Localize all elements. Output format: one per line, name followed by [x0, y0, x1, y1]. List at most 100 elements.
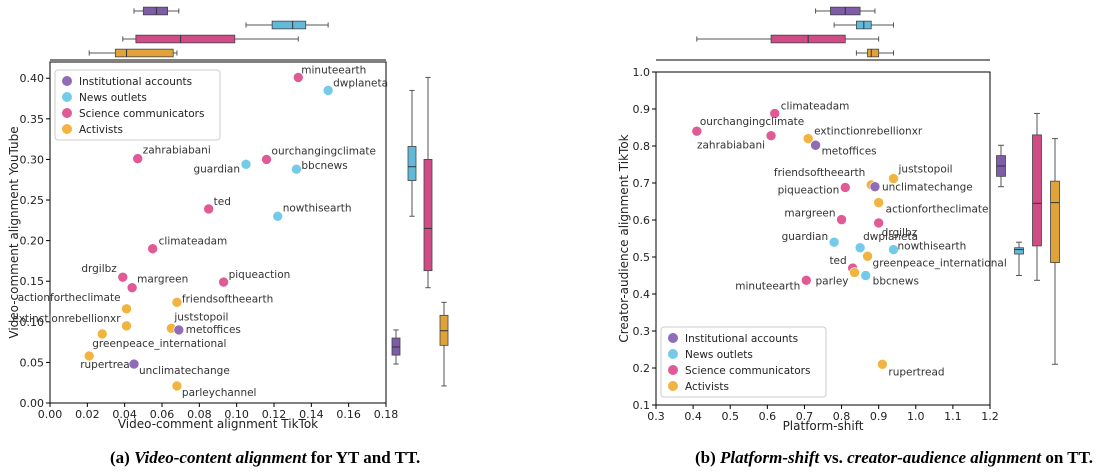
right-boxplot-activists [1050, 138, 1060, 365]
x-tick-label: 0.06 [150, 408, 175, 421]
point-climateadam [147, 243, 158, 255]
x-axis-label: Platform-shift [783, 419, 864, 433]
point-climateadam [769, 108, 781, 119]
point-piqueaction [218, 276, 229, 288]
x-tick-label: 0.18 [374, 408, 399, 421]
point-ourchangingclimate [691, 125, 703, 137]
y-tick-label: 0.35 [20, 113, 45, 126]
legend-swatch-activists [62, 124, 72, 134]
point-label-climateadam: climateadam [159, 236, 228, 248]
y-tick-label: 1.0 [633, 66, 651, 79]
y-tick-label: 0.40 [20, 72, 45, 85]
right-boxplot-science-communicators [1032, 112, 1042, 281]
box [423, 159, 433, 272]
caption-a: (a) Video-content alignment for YT and T… [110, 448, 420, 468]
y-tick-label: 0.15 [20, 275, 45, 288]
legend-entry-news-outlets: News outlets [79, 92, 147, 104]
chart-panel-b: 0.3 0.4 0.5 0.6 0.7 0.8 0.9 1.0 1.1 1.2 0.1 0.2 0.3 0… [617, 6, 1060, 433]
point-metoffices [173, 324, 185, 336]
legend-entry-institutional-accounts: Institutional accounts [79, 76, 192, 88]
point-label-dwplaneta: dwplaneta [863, 231, 918, 243]
point-label-minuteearth: minuteearth [301, 64, 366, 76]
point-greenpeace-international [96, 328, 108, 340]
figure-canvas: 0.00 0.02 0.04 0.06 0.08 0.10 0.12 0.14 0.16 0.18… [7, 6, 1060, 433]
right-boxplot-news-outlets [407, 89, 417, 217]
point-actionfortheclimate [873, 197, 884, 208]
point-zahrabiabani [765, 130, 777, 141]
box [407, 146, 417, 181]
point-label-nowthisearth: nowthisearth [898, 241, 967, 253]
legend: Institutional accounts News outlets Scienc… [54, 69, 221, 141]
caption-b-mid: vs. [819, 448, 848, 467]
point-label-ted: ted [829, 255, 846, 267]
legend-swatch-institutional-accounts [62, 76, 72, 86]
top-boxplot-institutional-accounts [815, 6, 876, 16]
caption-a-suffix: for YT and TT. [306, 448, 421, 467]
legend-entry-news-outlets: News outlets [685, 349, 753, 361]
point-unclimatechange [128, 358, 140, 370]
y-tick-label: 0.4 [633, 288, 651, 301]
box [271, 20, 307, 30]
point-rupertread [877, 358, 888, 370]
point-piqueaction [839, 182, 851, 193]
point-nowthisearth [888, 244, 899, 255]
y-tick-label: 0.10 [20, 316, 45, 329]
point-label-drgilbz: drgilbz [882, 227, 918, 239]
top-boxplot-news-outlets [245, 20, 329, 30]
top-boxplot-science-communicators [122, 34, 299, 44]
point-label-rupertread: rupertread [888, 366, 944, 378]
point-friendsoftheearth [171, 297, 183, 308]
point-ourchangingclimate [261, 154, 272, 165]
x-tick-label: 0.08 [187, 408, 212, 421]
box [135, 34, 236, 44]
y-tick-label: 0.5 [633, 251, 651, 264]
point-label-parleychannel: parleychannel [182, 387, 257, 399]
point-label-zahrabiabani: zahrabiabani [697, 140, 765, 152]
legend-swatch-science-communicators [62, 108, 72, 118]
box [1032, 134, 1042, 247]
x-tick-label: 0.5 [721, 410, 739, 423]
point-label-greenpeace-international: greenpeace_international [873, 257, 1007, 269]
point-label-margreen: margreen [784, 208, 835, 220]
x-tick-label: 1.2 [981, 410, 999, 423]
point-label-actionfortheclimate: actionfortheclimate [886, 204, 989, 216]
legend-entry-science-communicators: Science communicators [685, 365, 810, 377]
point-label-friendsoftheearth: friendsoftheearth [774, 167, 865, 179]
point-label-parley: parley [816, 276, 849, 288]
x-tick-label: 0.02 [75, 408, 100, 421]
point-label-dwplaneta: dwplaneta [333, 77, 388, 89]
point-label-ted: ted [214, 196, 231, 208]
caption-a-prefix: (a) [110, 448, 135, 467]
point-rupertread [83, 350, 95, 362]
point-metoffices [810, 139, 821, 151]
point-drgilbz [117, 271, 129, 283]
point-zahrabiabani [132, 153, 144, 164]
x-axis-label: Video-comment alignment TikTok [118, 417, 318, 431]
point-label-juststopoil: juststopoil [173, 311, 228, 323]
y-axis-label: Video-comment alignment YouTube [7, 126, 21, 338]
point-greenpeace-international [862, 250, 873, 262]
point-nowthisearth [272, 210, 284, 222]
point-label-extinctionrebellionxr: extinctionrebellionxr [814, 126, 923, 138]
box [114, 48, 174, 58]
point-minuteearth [800, 275, 812, 286]
x-tick-label: 0.14 [299, 408, 324, 421]
top-boxplot-science-communicators [696, 34, 880, 44]
y-tick-label: 0.7 [633, 177, 651, 190]
y-tick-label: 0.2 [633, 362, 651, 375]
point-label-extinctionrebellionxr: extinctionrebellionxr [12, 313, 121, 325]
box [1014, 247, 1024, 255]
caption-b-italic-2: creator-audience alignment [847, 448, 1042, 467]
legend-entry-science-communicators: Science communicators [79, 108, 204, 120]
point-label-guardian: guardian [193, 163, 240, 175]
point-label-guardian: guardian [782, 231, 829, 243]
y-tick-label: 0.30 [20, 153, 45, 166]
y-axis-label: Creator-audience alignment TikTok [617, 134, 631, 342]
box [867, 48, 880, 58]
x-tick-label: 0.6 [759, 410, 777, 423]
right-boxplot-activists [439, 301, 449, 387]
y-tick-label: 0.6 [633, 214, 651, 227]
y-tick-label: 0.25 [20, 194, 45, 207]
chart-panel-a: 0.00 0.02 0.04 0.06 0.08 0.10 0.12 0.14 0.16 0.18… [7, 6, 449, 431]
point-label-unclimatechange: unclimatechange [882, 182, 973, 194]
